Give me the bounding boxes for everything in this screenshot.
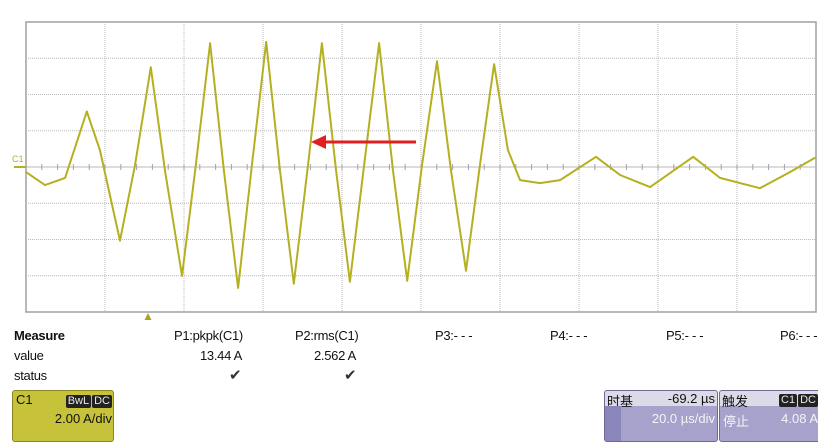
waveform-point <box>519 179 522 181</box>
waveform-point <box>692 155 695 158</box>
waveform-point <box>378 42 381 45</box>
param-p5-label[interactable]: P5:- - - <box>666 328 704 343</box>
trigger-mode: 停止 <box>723 414 750 429</box>
waveform-point <box>64 176 67 179</box>
waveform-point <box>450 169 452 172</box>
waveform-point <box>436 60 438 63</box>
coupling-badge: DC <box>92 395 112 408</box>
waveform-point <box>619 174 621 176</box>
waveform-point <box>251 164 253 167</box>
waveform-point <box>349 280 351 283</box>
waveform-point <box>320 42 323 45</box>
timebase-scale: 20.0 µs/div <box>651 411 715 426</box>
timebase-delay: -69.2 µs <box>667 391 715 406</box>
waveform-point <box>507 149 509 151</box>
channel-c1-descriptor[interactable]: C1 BwL DC 2.00 A/div <box>12 390 114 442</box>
trigger-descriptor[interactable]: 触发 C1 DC 停止 4.08 A <box>719 390 818 442</box>
waveform-point <box>44 184 46 187</box>
waveform-point <box>813 157 816 159</box>
trigger-source-badge: C1 <box>779 394 798 407</box>
waveform-trace-c1 <box>25 40 816 289</box>
waveform-point <box>421 164 423 167</box>
timebase-title: 时基 <box>607 394 634 409</box>
waveform-point <box>789 171 791 173</box>
param-p4-label[interactable]: P4:- - - <box>550 328 588 343</box>
waveform-point <box>194 164 197 167</box>
waveform-point <box>149 66 152 69</box>
waveform-point <box>134 164 136 167</box>
param-p1-status-check-icon: ✔ <box>229 367 242 384</box>
waveform-point <box>209 42 211 45</box>
waveform-point <box>465 269 467 272</box>
waveform-point <box>759 187 761 190</box>
trigger-title: 触发 <box>722 394 749 409</box>
waveform-point <box>237 286 240 289</box>
waveform-point <box>265 41 268 43</box>
timebase-descriptor[interactable]: 时基 -69.2 µs 20.0 µs/div <box>604 390 718 442</box>
waveform-point <box>279 169 281 172</box>
waveform-point <box>25 171 27 173</box>
waveform-point <box>406 279 409 282</box>
waveform-display: C1 <box>12 21 817 320</box>
param-p1-label[interactable]: P1:pkpk(C1) <box>174 328 243 343</box>
param-p3-label[interactable]: P3:- - - <box>435 328 473 343</box>
c1-title: C1 <box>16 392 33 407</box>
measure-row-status-label: status <box>14 368 47 383</box>
waveform-point <box>538 182 541 185</box>
measure-header: Measure <box>14 328 65 343</box>
trigger-coupling-badge: DC <box>798 394 818 407</box>
waveform-point <box>478 164 481 167</box>
trigger-position-marker[interactable] <box>144 313 152 320</box>
waveform-point <box>181 274 183 277</box>
waveform-point <box>98 149 101 151</box>
waveform-point <box>335 169 337 172</box>
param-p2-label[interactable]: P2:rms(C1) <box>295 328 359 343</box>
c1-vertical-scale: 2.00 A/div <box>54 411 112 426</box>
measure-row-value-label: value <box>14 348 44 363</box>
red-arrow-annotation <box>311 135 416 149</box>
param-p2-status-check-icon: ✔ <box>344 367 357 384</box>
waveform-point <box>164 169 166 172</box>
waveform-point <box>85 110 88 113</box>
param-p2-value: 2.562 A <box>314 348 356 363</box>
waveform-point <box>595 155 597 158</box>
channel-marker-c1[interactable]: C1 <box>12 154 24 164</box>
waveform-point <box>392 169 394 172</box>
param-p6-label[interactable]: P6:- - - <box>780 328 818 343</box>
param-p1-value: 13.44 A <box>200 348 242 363</box>
waveform-point <box>119 239 121 242</box>
waveform-point <box>222 169 225 172</box>
waveform-point <box>292 282 295 285</box>
waveform-point <box>363 164 366 167</box>
waveform-point <box>559 179 561 181</box>
bandwidth-limit-badge: BwL <box>65 395 92 408</box>
waveform-point <box>493 63 495 66</box>
waveform-point <box>649 186 651 189</box>
waveform-point <box>307 164 309 167</box>
trigger-level: 4.08 A <box>781 411 818 426</box>
waveform-point <box>719 176 721 179</box>
